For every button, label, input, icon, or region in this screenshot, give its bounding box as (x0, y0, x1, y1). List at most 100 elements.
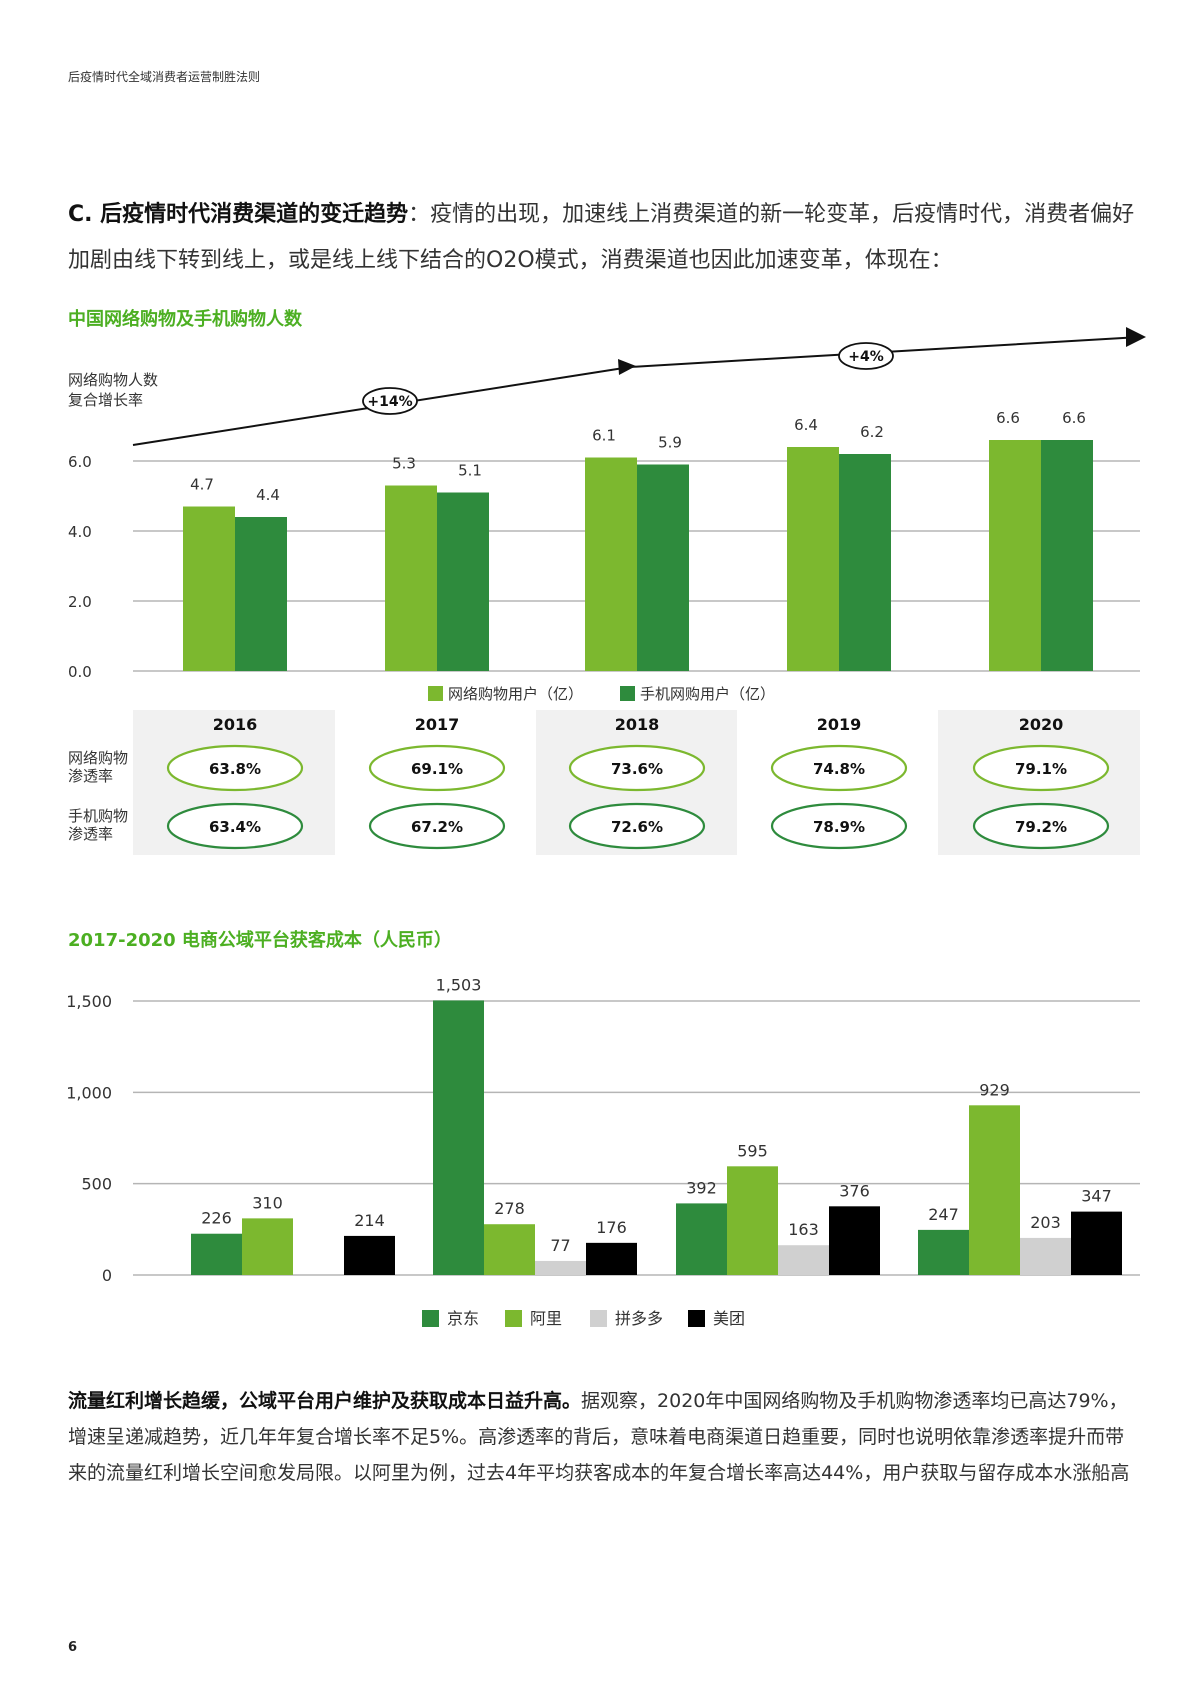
chart1-trend-arrow-icon (618, 359, 636, 375)
chart1-penetration-badge (368, 802, 506, 850)
chart1-bar-value-label: 6.6 (996, 409, 1020, 427)
chart2-svg: 0 500 1,000 1,500 226 1,503 392 247 310 278 595 929… (66, 975, 1140, 1328)
chart2-bar (433, 1000, 484, 1275)
chart2-bar (586, 1242, 637, 1275)
chart2-ytick-label: 1,500 (66, 992, 112, 1011)
intro-lead: C. 后疫情时代消费渠道的变迁趋势 (68, 202, 409, 227)
chart1-legend-label: 网络购物用户（亿） (448, 685, 583, 703)
chart2-bar-value-label: 392 (686, 1178, 717, 1197)
chart2-bar (829, 1206, 880, 1275)
chart2-bar (484, 1224, 535, 1275)
summary-body: 据观察，2020年中国网络购物及手机购物渗透率均已高达79%，增速呈递减趋势，近… (68, 1390, 1130, 1484)
chart2-bar-value-label: 226 (201, 1209, 232, 1228)
chart1-bar (183, 506, 235, 671)
summary-paragraph: 流量红利增长趋缓，公域平台用户维护及获取成本日益升高。据观察，2020年中国网络… (68, 1383, 1143, 1491)
chart1-bar (437, 492, 489, 671)
chart1-bar-value-label: 5.9 (658, 434, 682, 452)
chart1-bar (385, 485, 437, 671)
chart1-bar-value-label: 6.2 (860, 423, 884, 441)
chart1-bar (1041, 440, 1093, 671)
chart1-penetration-value: 67.2% (411, 818, 463, 836)
chart1-legend-swatch (428, 686, 443, 701)
chart1-penetration-value: 73.6% (611, 760, 663, 778)
chart1-bar-value-label: 6.1 (592, 427, 616, 445)
chart1-penetration-value: 63.8% (209, 760, 261, 778)
intro-paragraph: C. 后疫情时代消费渠道的变迁趋势：疫情的出现，加速线上消费渠道的新一轮变革，后… (68, 192, 1143, 284)
chart1-table-row-label: 渗透率 (68, 767, 113, 785)
chart1-growth-label: +4% (848, 349, 884, 365)
chart1-penetration-value: 63.4% (209, 818, 261, 836)
chart2-bar (535, 1260, 586, 1275)
chart2-bar (191, 1233, 242, 1275)
chart1-bar-value-label: 6.4 (794, 416, 818, 434)
chart2-bar (242, 1218, 293, 1275)
chart1-bar-value-label: 4.7 (190, 476, 214, 494)
chart2-bar-value-label: 247 (928, 1205, 959, 1224)
chart2-title: 2017-2020 电商公域平台获客成本（人民币） (68, 930, 452, 951)
chart1-ytick-label: 0.0 (68, 663, 92, 681)
chart1-legend-swatch (620, 686, 635, 701)
chart2-legend-swatch (590, 1310, 607, 1327)
chart1-penetration-value: 74.8% (813, 760, 865, 778)
chart1-trend-arrow-icon (1126, 327, 1146, 347)
chart1-penetration-badge (166, 802, 304, 850)
chart1-penetration-badge (972, 802, 1110, 850)
chart1-ytick-label: 4.0 (68, 523, 92, 541)
chart1-bar (585, 457, 637, 671)
chart2-bar-value-label: 214 (354, 1211, 385, 1230)
chart2-ytick-label: 0 (102, 1266, 112, 1285)
chart1-penetration-badge (166, 744, 304, 792)
chart1-year-label: 2018 (615, 715, 660, 734)
chart2-ytick-label: 500 (81, 1175, 112, 1194)
chart1-penetration-value: 78.9% (813, 818, 865, 836)
chart1-year-label: 2017 (415, 715, 460, 734)
running-header: 后疫情时代全域消费者运营制胜法则 (68, 70, 261, 84)
chart2-bar-value-label: 310 (252, 1193, 283, 1212)
chart1-ylabel-line: 网络购物人数 (68, 371, 158, 389)
chart1-growth-label: +14% (367, 394, 412, 410)
chart2-bar (918, 1229, 969, 1275)
chart1-bar-value-label: 5.1 (458, 462, 482, 480)
chart1-title: 中国网络购物及手机购物人数 (68, 309, 302, 330)
chart1-growth-badge (362, 387, 418, 415)
chart1-penetration-badge (568, 744, 706, 792)
chart1-table-row-label: 渗透率 (68, 825, 113, 843)
chart1-penetration-value: 69.1% (411, 760, 463, 778)
chart1-bar (989, 440, 1041, 671)
chart1-bar (839, 454, 891, 671)
chart2-bar-value-label: 376 (839, 1181, 870, 1200)
chart2-legend-label: 美团 (713, 1309, 745, 1328)
chart1-bar-value-label: 5.3 (392, 455, 416, 473)
chart1-penetration-value: 72.6% (611, 818, 663, 836)
chart2-bar-value-label: 595 (737, 1141, 768, 1160)
chart2-bar-value-label: 163 (788, 1220, 819, 1239)
chart2-legend-swatch (422, 1310, 439, 1327)
chart2-bar-value-label: 278 (494, 1199, 525, 1218)
chart2-bar-value-label: 929 (979, 1080, 1010, 1099)
chart2-bar (676, 1203, 727, 1275)
chart1-penetration-badge (368, 744, 506, 792)
chart1-year-label: 2019 (817, 715, 862, 734)
chart1-ylabel-line: 复合增长率 (68, 391, 143, 409)
chart1-year-label: 2020 (1019, 715, 1064, 734)
chart2-bar-value-label: 77 (550, 1236, 570, 1255)
chart1-bar (787, 447, 839, 671)
chart1-bar (637, 464, 689, 671)
chart1-ytick-label: 2.0 (68, 593, 92, 611)
chart2-bar-value-label: 1,503 (436, 975, 482, 994)
page-number: 6 (68, 1640, 78, 1655)
chart2-bar-value-label: 347 (1081, 1187, 1112, 1206)
chart1-ytick-label: 6.0 (68, 453, 92, 471)
chart1-penetration-badge (770, 744, 908, 792)
chart2-bar (1020, 1237, 1071, 1275)
chart2-bar (727, 1166, 778, 1275)
chart1-year-label: 2016 (213, 715, 258, 734)
chart2-legend-label: 京东 (447, 1309, 479, 1328)
chart1-penetration-value: 79.2% (1015, 818, 1067, 836)
chart2-bar (778, 1245, 829, 1275)
chart1-bar-value-label: 4.4 (256, 486, 280, 504)
summary-lead: 流量红利增长趋缓，公域平台用户维护及获取成本日益升高。 (68, 1390, 582, 1412)
chart2-bar (1071, 1211, 1122, 1275)
chart1-growth-badge (838, 342, 894, 370)
